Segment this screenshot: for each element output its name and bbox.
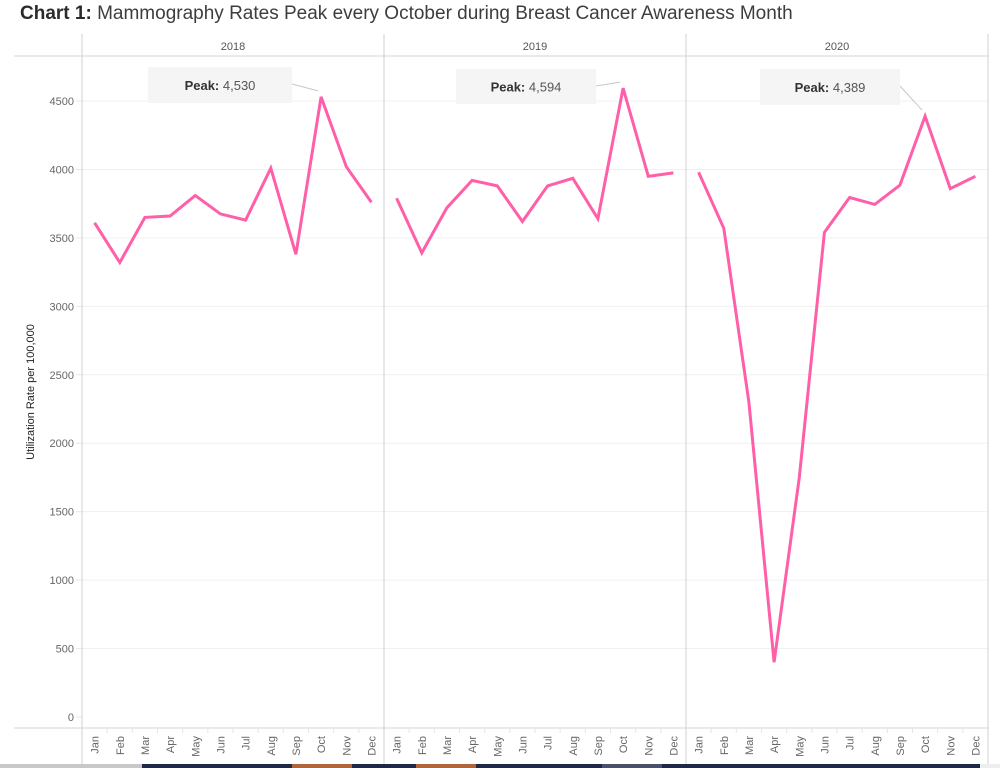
series-line-2019 (395, 87, 674, 257)
panel-header-2020: 2020 (825, 41, 849, 53)
x-tick-label: Nov (643, 736, 655, 756)
y-tick-label: 3500 (50, 233, 74, 245)
x-tick-label: Nov (945, 736, 957, 756)
y-tick-label: 1000 (50, 575, 74, 587)
y-tick-label: 4000 (50, 164, 74, 176)
x-tick-label: Mar (140, 736, 152, 755)
series-line-2018 (93, 96, 373, 266)
peak-callout-text: Peak: 4,594 (491, 80, 562, 95)
y-tick-label: 1500 (50, 507, 74, 519)
panel-header-2019: 2019 (523, 41, 547, 53)
x-tick-label: Apr (467, 736, 479, 753)
x-tick-label: Aug (266, 736, 278, 756)
x-tick-label: Oct (316, 736, 328, 753)
callout-leader-line (595, 81, 621, 87)
peak-callout-text: Peak: 4,389 (795, 80, 866, 95)
x-tick-label: May (794, 736, 806, 757)
y-tick-label: 0 (68, 712, 74, 724)
y-tick-label: 3000 (50, 301, 74, 313)
x-tick-label: Aug (870, 736, 882, 756)
bottom-strip-segment (142, 764, 292, 768)
x-tick-label: Jan (694, 736, 706, 754)
peak-callout-box (148, 67, 292, 103)
x-tick-label: Feb (719, 736, 731, 755)
x-tick-label: Jun (215, 736, 227, 754)
x-tick-label: Jan (392, 736, 404, 754)
x-tick-label: Jan (90, 736, 102, 754)
peak-callout-box (456, 69, 596, 104)
bottom-strip-segment (476, 764, 602, 768)
x-tick-label: May (190, 736, 202, 757)
x-tick-label: Jun (819, 736, 831, 754)
x-tick-label: Mar (744, 736, 756, 755)
peak-callout-text: Peak: 4,530 (185, 78, 256, 93)
x-tick-label: Jul (845, 736, 857, 750)
x-tick-label: Sep (895, 736, 907, 756)
x-tick-label: Jul (241, 736, 253, 750)
callout-leader-line (899, 85, 923, 111)
x-tick-label: Aug (568, 736, 580, 756)
x-tick-label: Sep (291, 736, 303, 756)
x-tick-label: Jul (543, 736, 555, 750)
panel-header-2018: 2018 (221, 41, 245, 53)
y-tick-label: 2000 (50, 438, 74, 450)
chart-title: Chart 1: Mammography Rates Peak every Oc… (20, 3, 793, 25)
x-tick-label: Apr (769, 736, 781, 753)
x-tick-label: Dec (970, 736, 982, 756)
x-tick-label: Jun (517, 736, 529, 754)
x-tick-label: Apr (165, 736, 177, 753)
bottom-strip-segment (292, 764, 352, 768)
y-tick-label: 500 (56, 644, 74, 656)
y-axis-label: Utilization Rate per 100,000 (25, 324, 37, 460)
x-tick-label: Sep (593, 736, 605, 756)
bottom-strip-segment (602, 764, 662, 768)
chart-title-text: Mammography Rates Peak every October dur… (97, 3, 793, 24)
callout-leader-line (291, 83, 319, 92)
y-tick-label: 4500 (50, 96, 74, 108)
x-tick-label: May (492, 736, 504, 757)
y-tick-label: 2500 (50, 370, 74, 382)
bottom-strip-segment (662, 764, 980, 768)
x-tick-label: Mar (442, 736, 454, 755)
bottom-tab-strip (0, 764, 1000, 768)
peak-callout-box (760, 69, 900, 105)
x-tick-label: Feb (115, 736, 127, 755)
bottom-strip-segment (0, 764, 142, 768)
x-tick-label: Dec (366, 736, 378, 756)
series-line-2020 (697, 111, 977, 663)
x-tick-label: Oct (618, 736, 630, 753)
x-tick-label: Feb (417, 736, 429, 755)
x-tick-label: Dec (668, 736, 680, 756)
x-tick-label: Oct (920, 736, 932, 753)
bottom-strip-segment (980, 764, 1000, 768)
chart-title-prefix: Chart 1: (20, 3, 92, 24)
bottom-strip-segment (352, 764, 416, 768)
x-tick-label: Nov (341, 736, 353, 756)
bottom-strip-segment (416, 764, 476, 768)
